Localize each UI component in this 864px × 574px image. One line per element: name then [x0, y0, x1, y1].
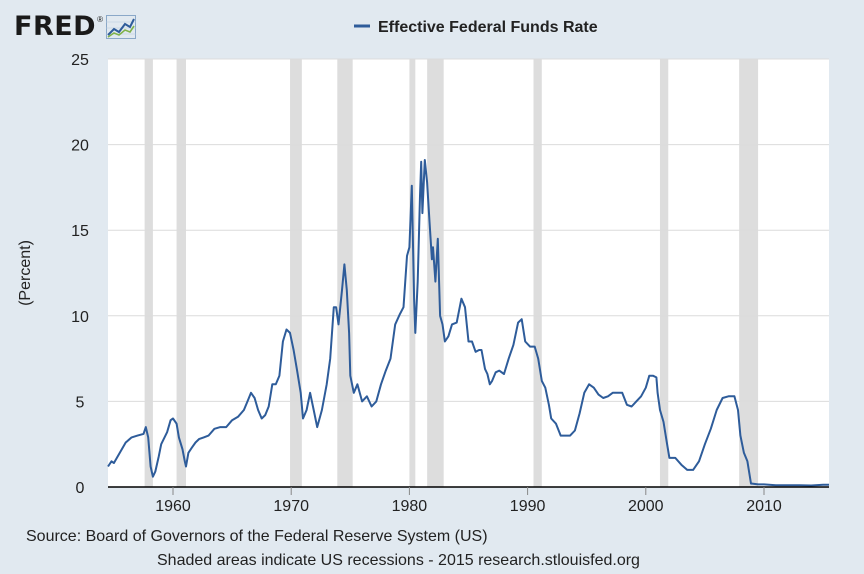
recession-band: [290, 59, 302, 487]
source-note: Source: Board of Governors of the Federa…: [26, 528, 488, 545]
x-tick-label: 1990: [510, 498, 546, 515]
x-tick-label: 2000: [628, 498, 664, 515]
recession-band: [533, 59, 542, 487]
recession-note: Shaded areas indicate US recessions - 20…: [157, 552, 640, 569]
y-tick-label: 5: [76, 394, 85, 411]
legend: Effective Federal Funds Rate: [354, 19, 598, 36]
legend-label: Effective Federal Funds Rate: [378, 19, 598, 36]
axes: 0 5 10 15 20 25 1960 1970 1980 1990 2000 2010 (Perce…: [17, 52, 829, 515]
plot-area: [108, 59, 829, 487]
y-tick-label: 20: [71, 138, 89, 155]
registered-mark: ®: [97, 15, 103, 24]
recession-band: [409, 59, 416, 487]
y-tick-label: 25: [71, 52, 89, 69]
y-tick-label: 15: [71, 223, 89, 240]
grid-lines: [108, 58, 829, 402]
y-tick-label: 0: [76, 480, 85, 497]
fred-logo-text: FRED: [14, 11, 97, 42]
y-tick-label: 10: [71, 309, 89, 326]
x-tick-label: 1980: [392, 498, 428, 515]
fred-logo[interactable]: FRED ®: [14, 12, 136, 42]
series-line: [107, 159, 829, 487]
y-axis-label: (Percent): [17, 240, 34, 306]
x-tick-label: 2010: [746, 498, 782, 515]
recession-band: [176, 59, 187, 487]
recession-band: [739, 59, 759, 487]
recession-band: [144, 59, 153, 487]
line-graph-icon: [106, 15, 136, 39]
series-layer: [107, 159, 829, 487]
recession-band: [659, 59, 669, 487]
x-tick-label: 1970: [273, 498, 309, 515]
x-tick-label: 1960: [155, 498, 191, 515]
